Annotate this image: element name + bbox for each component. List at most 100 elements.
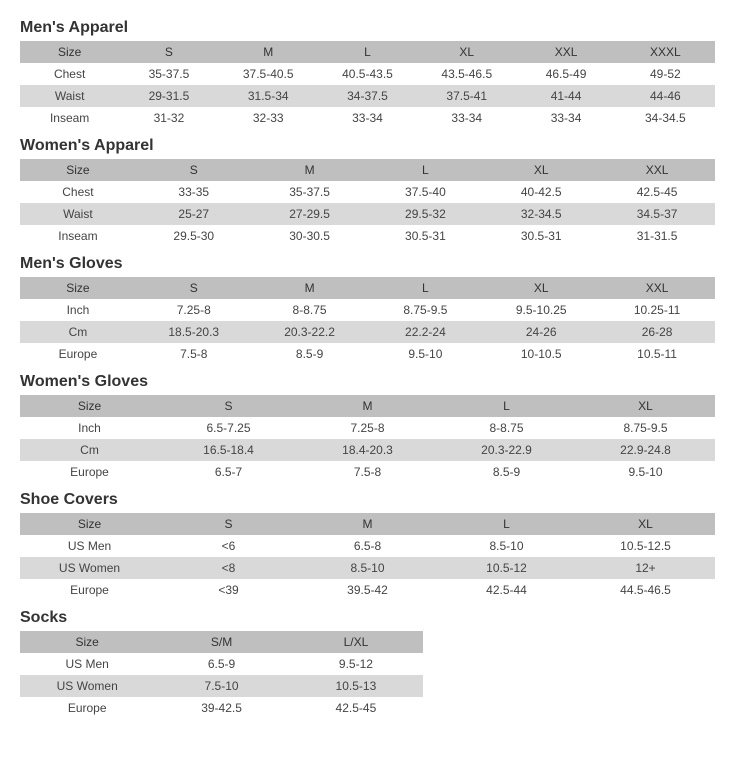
table-header-cell: S xyxy=(159,395,298,417)
table-row: Cm16.5-18.418.4-20.320.3-22.922.9-24.8 xyxy=(20,439,715,461)
table-cell: 40.5-43.5 xyxy=(318,63,417,85)
table-header-cell: L xyxy=(437,395,576,417)
row-label: Inch xyxy=(20,417,159,439)
size-table: SizeSMLXLXXLChest33-3535-37.537.5-4040-4… xyxy=(20,159,715,247)
table-cell: 35-37.5 xyxy=(119,63,218,85)
table-cell: 7.25-8 xyxy=(136,299,252,321)
table-cell: 7.5-10 xyxy=(154,675,288,697)
table-header-cell: M xyxy=(298,395,437,417)
table-cell: 29-31.5 xyxy=(119,85,218,107)
table-cell: 20.3-22.9 xyxy=(437,439,576,461)
table-cell: 9.5-12 xyxy=(289,653,423,675)
table-cell: 24-26 xyxy=(483,321,599,343)
table-cell: 44.5-46.5 xyxy=(576,579,715,601)
table-cell: <6 xyxy=(159,535,298,557)
table-cell: 12+ xyxy=(576,557,715,579)
table-header-cell: L xyxy=(318,41,417,63)
table-cell: 42.5-44 xyxy=(437,579,576,601)
table-header-cell: Size xyxy=(20,277,136,299)
table-row: Waist25-2727-29.529.5-3232-34.534.5-37 xyxy=(20,203,715,225)
table-cell: 8.75-9.5 xyxy=(367,299,483,321)
table-header-cell: XXL xyxy=(599,277,715,299)
table-cell: 10.5-12 xyxy=(437,557,576,579)
row-label: US Men xyxy=(20,535,159,557)
table-row: Europe<3939.5-4242.5-4444.5-46.5 xyxy=(20,579,715,601)
table-header-cell: XL xyxy=(417,41,516,63)
table-cell: 20.3-22.2 xyxy=(252,321,368,343)
row-label: Inseam xyxy=(20,225,136,247)
table-header-cell: L xyxy=(437,513,576,535)
table-cell: 34.5-37 xyxy=(599,203,715,225)
table-cell: 8.5-9 xyxy=(252,343,368,365)
table-cell: 22.9-24.8 xyxy=(576,439,715,461)
row-label: Europe xyxy=(20,697,154,719)
table-header-cell: XXXL xyxy=(616,41,715,63)
table-header-cell: L xyxy=(367,277,483,299)
table-cell: 8.5-9 xyxy=(437,461,576,483)
table-cell: 34-37.5 xyxy=(318,85,417,107)
table-row: Europe39-42.542.5-45 xyxy=(20,697,423,719)
table-header-cell: M xyxy=(252,159,368,181)
table-cell: 18.5-20.3 xyxy=(136,321,252,343)
size-table: SizeSMLXLInch6.5-7.257.25-88-8.758.75-9.… xyxy=(20,395,715,483)
table-row: Inseam29.5-3030-30.530.5-3130.5-3131-31.… xyxy=(20,225,715,247)
table-header-row: SizeSMLXLXXLXXXL xyxy=(20,41,715,63)
size-section: Women's ApparelSizeSMLXLXXLChest33-3535-… xyxy=(20,137,715,247)
table-cell: 37.5-40.5 xyxy=(219,63,318,85)
size-section: Men's GlovesSizeSMLXLXXLInch7.25-88-8.75… xyxy=(20,255,715,365)
table-cell: 7.5-8 xyxy=(298,461,437,483)
table-cell: 32-34.5 xyxy=(483,203,599,225)
table-cell: 8-8.75 xyxy=(437,417,576,439)
table-header-cell: S/M xyxy=(154,631,288,653)
size-table: SizeSMLXLXXLXXXLChest35-37.537.5-40.540.… xyxy=(20,41,715,129)
table-header-cell: M xyxy=(298,513,437,535)
size-table: SizeSMLXLXXLInch7.25-88-8.758.75-9.59.5-… xyxy=(20,277,715,365)
table-header-cell: S xyxy=(136,159,252,181)
table-cell: 30.5-31 xyxy=(483,225,599,247)
table-header-cell: Size xyxy=(20,159,136,181)
table-cell: 35-37.5 xyxy=(252,181,368,203)
table-header-cell: XL xyxy=(576,395,715,417)
section-title: Women's Apparel xyxy=(20,137,715,155)
table-cell: 6.5-8 xyxy=(298,535,437,557)
table-header-cell: L xyxy=(367,159,483,181)
table-row: Chest33-3535-37.537.5-4040-42.542.5-45 xyxy=(20,181,715,203)
table-cell: 6.5-7.25 xyxy=(159,417,298,439)
table-header-cell: L/XL xyxy=(289,631,423,653)
table-cell: 37.5-40 xyxy=(367,181,483,203)
table-cell: 18.4-20.3 xyxy=(298,439,437,461)
row-label: US Women xyxy=(20,675,154,697)
table-cell: 9.5-10 xyxy=(367,343,483,365)
table-header-cell: XL xyxy=(576,513,715,535)
table-cell: 6.5-7 xyxy=(159,461,298,483)
size-section: Women's GlovesSizeSMLXLInch6.5-7.257.25-… xyxy=(20,373,715,483)
table-cell: 31.5-34 xyxy=(219,85,318,107)
row-label: Cm xyxy=(20,439,159,461)
table-row: Inch7.25-88-8.758.75-9.59.5-10.2510.25-1… xyxy=(20,299,715,321)
table-cell: 32-33 xyxy=(219,107,318,129)
table-header-cell: XXL xyxy=(599,159,715,181)
table-cell: 29.5-30 xyxy=(136,225,252,247)
table-cell: 10.5-13 xyxy=(289,675,423,697)
section-title: Women's Gloves xyxy=(20,373,715,391)
table-cell: 8.75-9.5 xyxy=(576,417,715,439)
table-cell: 41-44 xyxy=(516,85,615,107)
row-label: Inch xyxy=(20,299,136,321)
table-row: US Women7.5-1010.5-13 xyxy=(20,675,423,697)
row-label: Waist xyxy=(20,85,119,107)
table-header-cell: M xyxy=(219,41,318,63)
table-cell: 7.25-8 xyxy=(298,417,437,439)
size-table: SizeS/ML/XLUS Men6.5-99.5-12US Women7.5-… xyxy=(20,631,423,719)
size-section: SocksSizeS/ML/XLUS Men6.5-99.5-12US Wome… xyxy=(20,609,715,719)
table-cell: 29.5-32 xyxy=(367,203,483,225)
table-header-row: SizeSMLXLXXL xyxy=(20,159,715,181)
row-label: Chest xyxy=(20,63,119,85)
table-cell: 49-52 xyxy=(616,63,715,85)
table-cell: 37.5-41 xyxy=(417,85,516,107)
table-header-cell: Size xyxy=(20,41,119,63)
table-header-row: SizeSMLXL xyxy=(20,395,715,417)
section-title: Socks xyxy=(20,609,715,627)
table-cell: 16.5-18.4 xyxy=(159,439,298,461)
table-cell: 6.5-9 xyxy=(154,653,288,675)
table-header-cell: Size xyxy=(20,395,159,417)
